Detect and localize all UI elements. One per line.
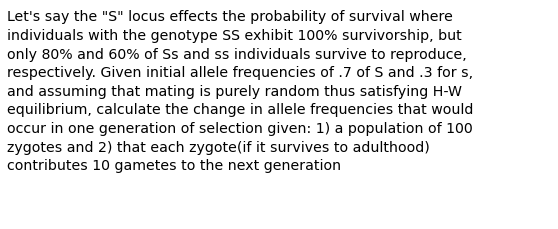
Text: Let's say the "S" locus effects the probability of survival where
individuals wi: Let's say the "S" locus effects the prob… bbox=[7, 10, 474, 173]
